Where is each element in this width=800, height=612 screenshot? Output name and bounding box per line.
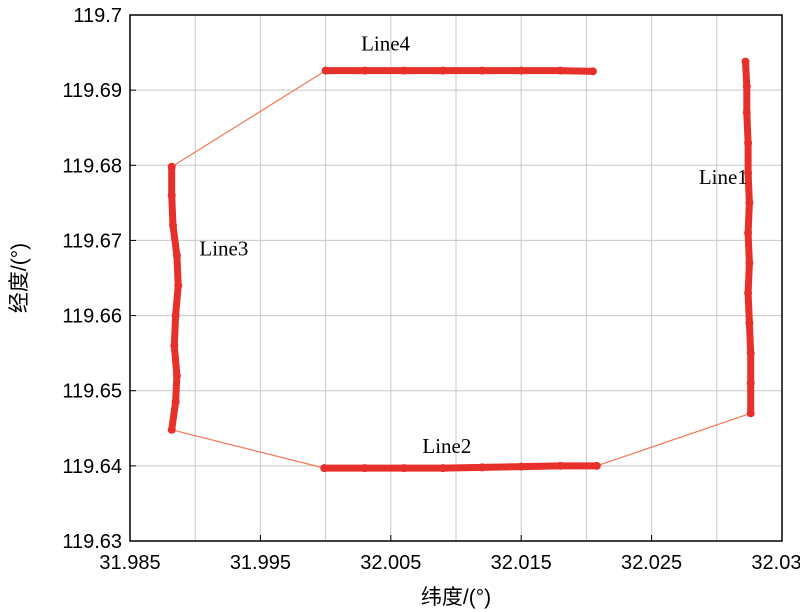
track-point <box>746 409 755 418</box>
x-tick-label: 31.995 <box>230 552 291 574</box>
x-tick-label: 32.025 <box>621 552 682 574</box>
y-tick-labels: 119.63 119.64 119.65 119.66 119.67 119.68 119.… <box>62 5 136 553</box>
track-connectors <box>171 70 751 469</box>
grid <box>129 14 783 542</box>
track-point <box>438 464 447 473</box>
track-point <box>169 221 178 230</box>
track-point <box>746 349 755 358</box>
track-point <box>592 461 601 470</box>
track-point <box>399 464 408 473</box>
y-tick-label: 119.64 <box>62 456 122 478</box>
track-point <box>172 371 181 380</box>
track-line <box>320 462 601 472</box>
plot-frame <box>129 14 783 542</box>
track-point <box>478 66 487 75</box>
y-axis-title: 经度/(°) <box>8 243 31 313</box>
connector-line <box>171 70 326 168</box>
track-point <box>360 464 369 473</box>
track-point <box>742 108 751 117</box>
track-point <box>170 341 179 350</box>
label-line3: Line3 <box>199 236 248 260</box>
y-tick-label: 119.68 <box>62 155 122 177</box>
label-line1: Line1 <box>699 165 748 189</box>
track-point <box>556 66 565 75</box>
label-line4: Line4 <box>361 31 410 55</box>
track-point <box>478 463 487 472</box>
series-labels: Line1 Line2 Line3 Line4 <box>199 31 747 458</box>
track-point <box>172 251 181 260</box>
x-tick-label: 32.005 <box>360 552 421 574</box>
track-point <box>438 66 447 75</box>
track-point <box>741 57 750 66</box>
series-line4 <box>321 66 597 76</box>
track-point <box>744 168 753 177</box>
connector-line <box>596 412 751 467</box>
y-tick-label: 119.67 <box>62 230 122 252</box>
connector-line <box>171 429 325 469</box>
track-point <box>745 198 754 207</box>
track-point <box>517 462 526 471</box>
track-point <box>174 281 183 290</box>
y-tick-label: 119.65 <box>62 381 122 403</box>
track-point <box>360 66 369 75</box>
track-point <box>517 66 526 75</box>
track-line <box>168 163 182 434</box>
track-point <box>321 66 330 75</box>
track-point <box>171 311 180 320</box>
y-tick-label: 119.63 <box>62 531 122 553</box>
y-tick-label: 119.7 <box>73 5 122 27</box>
track-point <box>320 464 329 473</box>
track-point <box>745 258 754 267</box>
series-line3 <box>167 162 183 434</box>
series-line1 <box>741 57 755 418</box>
track-point <box>744 228 753 237</box>
track-point <box>746 379 755 388</box>
label-line2: Line2 <box>422 434 471 458</box>
y-tick-label: 119.66 <box>62 306 122 328</box>
x-axis-title: 纬度/(°) <box>421 586 491 609</box>
y-tick-label: 119.69 <box>62 80 122 102</box>
track-point <box>556 461 565 470</box>
track-point <box>167 191 176 200</box>
track-point <box>399 66 408 75</box>
track-point <box>742 82 751 91</box>
x-tick-labels: 31.985 31.995 32.005 32.015 32.025 32.035 <box>99 535 800 574</box>
track-point <box>745 319 754 328</box>
x-tick-label: 32.015 <box>491 552 552 574</box>
track-point <box>744 138 753 147</box>
track-point <box>744 289 753 298</box>
track-series <box>167 57 755 473</box>
x-tick-label: 32.035 <box>751 552 800 574</box>
track-point <box>171 397 180 406</box>
x-tick-label: 31.985 <box>99 552 160 574</box>
track-point <box>167 162 176 171</box>
series-line2 <box>320 461 601 473</box>
track-point <box>588 67 597 76</box>
track-point <box>167 425 176 434</box>
track-line <box>322 67 597 75</box>
